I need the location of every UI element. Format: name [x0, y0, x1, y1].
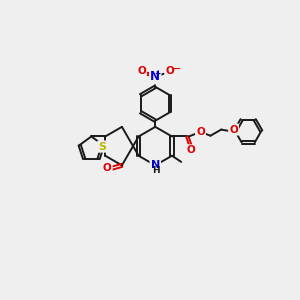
- Text: S: S: [98, 142, 106, 152]
- Text: O: O: [166, 66, 174, 76]
- Text: O: O: [229, 124, 238, 135]
- Text: O: O: [186, 145, 195, 155]
- Text: N: N: [150, 70, 160, 83]
- Text: O: O: [103, 164, 112, 173]
- Text: O: O: [196, 127, 205, 137]
- Text: N: N: [151, 160, 160, 170]
- Text: H: H: [152, 166, 160, 175]
- Text: O: O: [137, 66, 146, 76]
- Text: −: −: [171, 63, 181, 76]
- Text: +: +: [154, 69, 161, 78]
